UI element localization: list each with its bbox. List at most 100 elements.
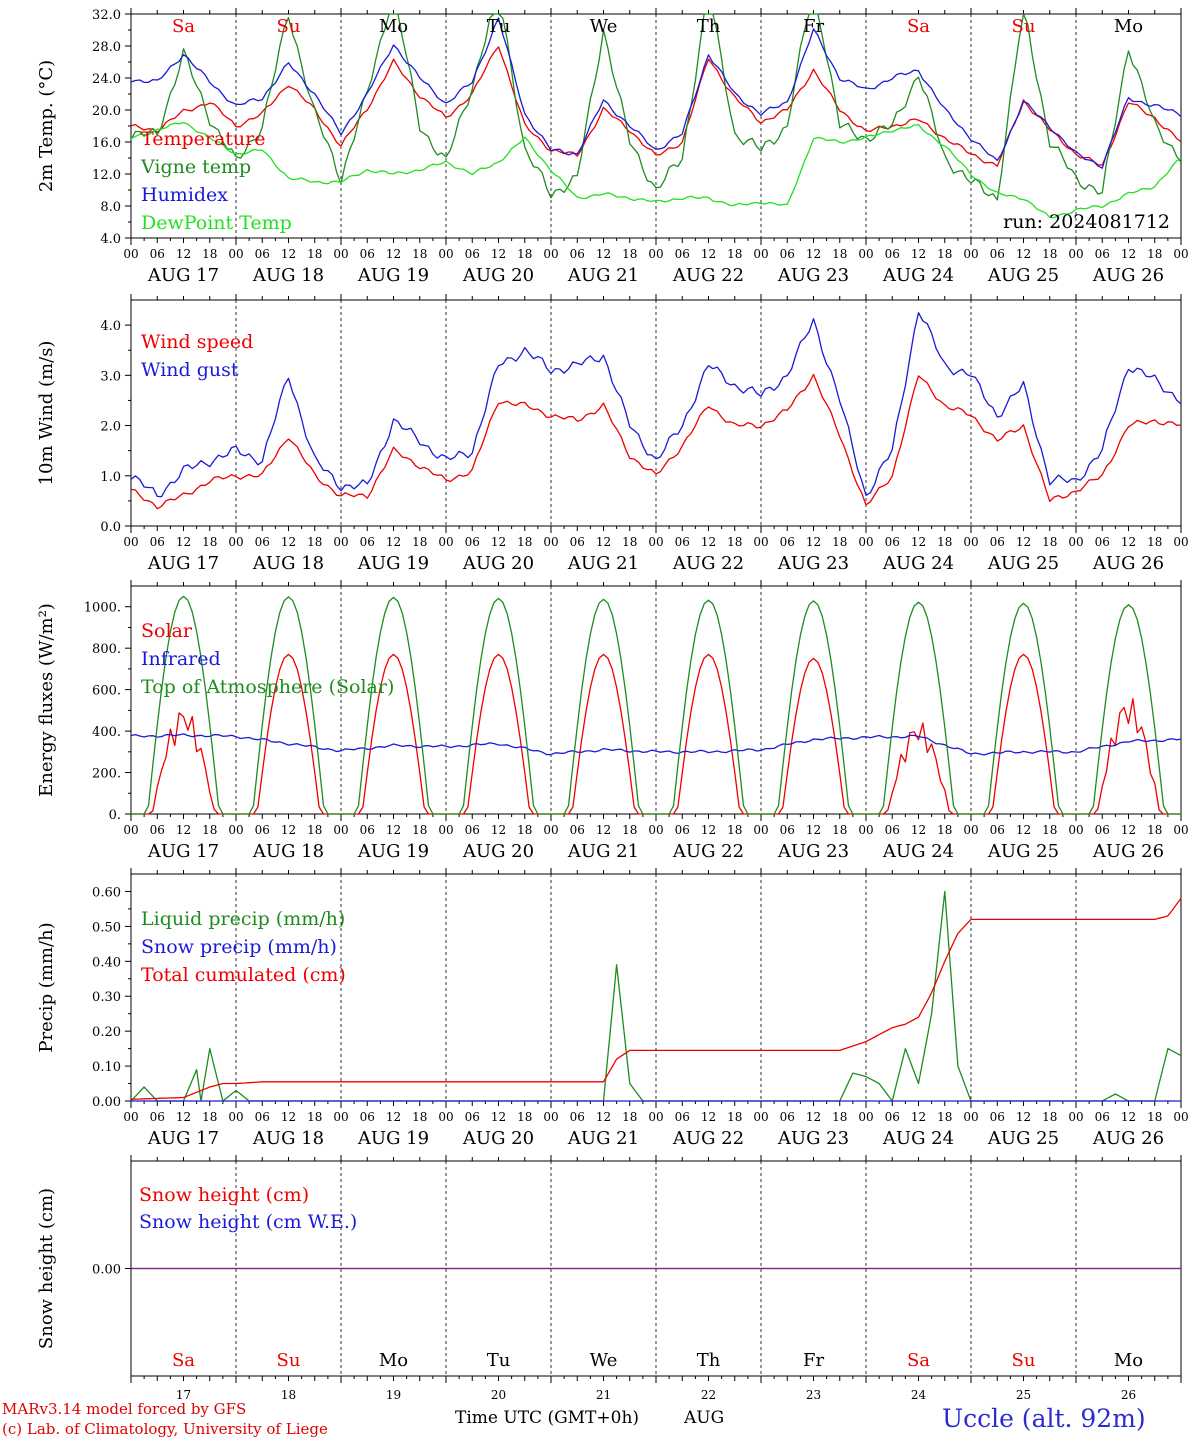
date-label: AUG 17: [147, 265, 219, 286]
hour-label: 18: [202, 535, 217, 549]
hour-label: 18: [727, 247, 742, 261]
hour-label: 12: [281, 823, 296, 837]
hour-label: 18: [517, 247, 532, 261]
hour-label: 18: [622, 247, 637, 261]
y-tick-label: 600.: [92, 684, 121, 699]
hour-label: 12: [806, 1110, 821, 1124]
panel-snow: 0.00 Snow height (cm) Snow height (cm) Snow…: [36, 1155, 1182, 1402]
hour-label: 00: [1173, 247, 1188, 261]
hour-label: 18: [1042, 1110, 1057, 1124]
hour-label: 00: [963, 1110, 978, 1124]
hour-label: 12: [701, 1110, 716, 1124]
hour-label: 12: [176, 1110, 191, 1124]
date-label: AUG 21: [567, 1128, 639, 1149]
hour-label: 18: [937, 1110, 952, 1124]
hour-label: 12: [281, 247, 296, 261]
hour-label: 18: [1042, 247, 1057, 261]
date-label: AUG 20: [462, 553, 534, 574]
hour-label: 12: [491, 535, 506, 549]
day-name: Tu: [487, 1350, 511, 1371]
date-label: AUG 24: [882, 841, 954, 862]
hour-label: 06: [465, 247, 480, 261]
date-label: AUG 26: [1092, 265, 1164, 286]
hour-label: 18: [727, 535, 742, 549]
series-wind-gust: [130, 312, 1182, 498]
hour-label: 00: [333, 823, 348, 837]
y-tick-label: 12.0: [92, 168, 121, 183]
hour-label: 00: [228, 535, 243, 549]
date-label: AUG 21: [567, 265, 639, 286]
hour-label: 18: [832, 247, 847, 261]
series-top-of-atmosphere-solar-: [131, 595, 1181, 815]
legend-entry: Wind speed: [141, 331, 253, 353]
hour-label: 00: [333, 247, 348, 261]
date-label: AUG 17: [147, 553, 219, 574]
hour-label: 06: [885, 247, 900, 261]
hour-label: 18: [1147, 535, 1162, 549]
hour-label: 06: [780, 823, 795, 837]
date-label: AUG 23: [777, 841, 849, 862]
hour-label: 18: [832, 535, 847, 549]
y-tick-label: 0.30: [92, 990, 121, 1005]
panel-energy: 0. 200. 400. 600. 800. 1000. Energy fluxes (W/…: [36, 580, 1189, 862]
date-label: AUG 23: [777, 553, 849, 574]
y-tick-label: 4.0: [100, 319, 121, 334]
y-axis-label: Energy fluxes (W/m²): [36, 603, 57, 797]
hour-label: 18: [412, 1110, 427, 1124]
series-humidex: [130, 17, 1182, 169]
footer: MARv3.14 model forced by GFS (c) Lab. of…: [2, 1400, 1146, 1438]
hour-label: 18: [1147, 1110, 1162, 1124]
date-label: AUG 25: [987, 841, 1059, 862]
date-label: AUG 19: [357, 1128, 429, 1149]
day-name: Mo: [1114, 16, 1143, 37]
hour-label: 12: [1121, 535, 1136, 549]
hour-label: 12: [491, 823, 506, 837]
y-tick-label: 0.20: [92, 1025, 121, 1040]
y-tick-label: 28.0: [92, 40, 121, 55]
hour-label: 00: [1173, 823, 1188, 837]
series-wind-speed: [130, 373, 1182, 510]
hour-label: 00: [1173, 1110, 1188, 1124]
y-tick-label: 0.60: [92, 885, 121, 900]
legend-entry: Temperature: [141, 128, 265, 150]
y-tick-label: 20.0: [92, 104, 121, 119]
hour-label: 12: [1121, 1110, 1136, 1124]
hour-label: 12: [806, 247, 821, 261]
panel-precip: 0.00 0.10 0.20 0.30 0.40 0.50 0.60 Precip (mm/h…: [36, 868, 1189, 1149]
hour-label: 18: [622, 823, 637, 837]
day-name: Sa: [907, 1350, 930, 1371]
date-label: AUG 25: [987, 553, 1059, 574]
hour-label: 18: [202, 247, 217, 261]
legend-entry: Total cumulated (cm): [141, 964, 346, 986]
run-annotation: run: 2024081712: [1003, 211, 1170, 233]
day-name: Fr: [803, 1350, 824, 1371]
y-tick-label: 1000.: [84, 601, 121, 616]
y-tick-label: 32.0: [92, 8, 121, 23]
hour-label: 18: [412, 247, 427, 261]
hour-label: 12: [1016, 247, 1031, 261]
legend-entry: Snow precip (mm/h): [141, 936, 337, 958]
hour-label: 00: [648, 247, 663, 261]
hour-label: 12: [281, 535, 296, 549]
hour-label: 18: [202, 823, 217, 837]
model-credit: MARv3.14 model forced by GFS: [2, 1400, 246, 1418]
hour-label: 06: [360, 823, 375, 837]
station-name: Uccle (alt. 92m): [942, 1404, 1146, 1433]
hour-label: 06: [570, 823, 585, 837]
panels: 4.0 8.0 12.0 16.0 20.0 24.0 28.0 32.0 2m Temp. (…: [36, 8, 1189, 1402]
hour-label: 12: [386, 823, 401, 837]
hour-label: 18: [832, 1110, 847, 1124]
hour-label: 00: [753, 1110, 768, 1124]
day-name: Th: [697, 1350, 721, 1371]
hour-label: 00: [648, 1110, 663, 1124]
date-label: AUG 26: [1092, 1128, 1164, 1149]
hour-label: 12: [281, 1110, 296, 1124]
hour-label: 18: [1042, 823, 1057, 837]
y-tick-label: 0.40: [92, 955, 121, 970]
hour-label: 06: [1095, 1110, 1110, 1124]
hour-label: 12: [806, 535, 821, 549]
hour-label: 00: [438, 823, 453, 837]
legend-entry: Wind gust: [141, 359, 239, 381]
